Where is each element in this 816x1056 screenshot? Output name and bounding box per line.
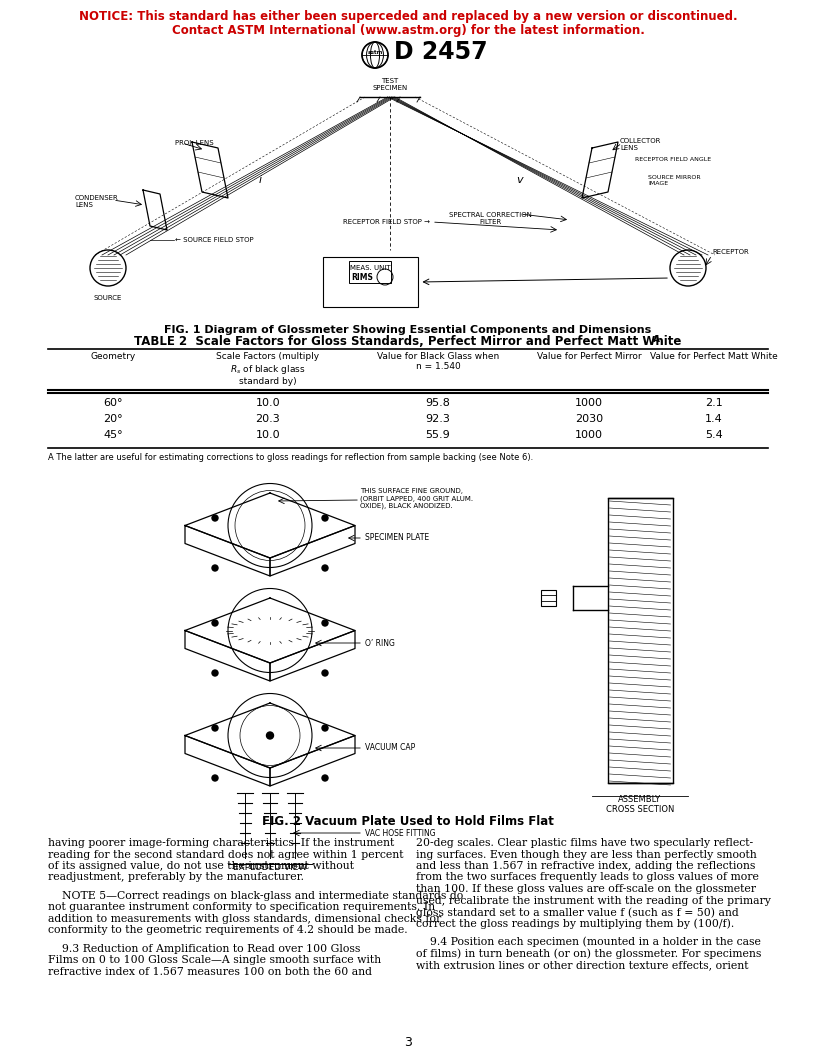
Text: 9.3 Reduction of Amplification to Read over 100 Gloss: 9.3 Reduction of Amplification to Read o…	[48, 944, 361, 954]
Bar	[607, 498, 672, 782]
Text: RIMS: RIMS	[351, 272, 373, 282]
Text: COLLECTOR
LENS: COLLECTOR LENS	[620, 138, 662, 151]
Circle shape	[212, 725, 218, 731]
Text: 20-deg scales. Clear plastic films have two specularly reflect-: 20-deg scales. Clear plastic films have …	[416, 838, 753, 848]
Text: readjustment, preferably by the manufacturer.: readjustment, preferably by the manufact…	[48, 872, 304, 883]
Circle shape	[212, 620, 218, 626]
Text: Films on 0 to 100 Gloss Scale—A single smooth surface with: Films on 0 to 100 Gloss Scale—A single s…	[48, 956, 381, 965]
Text: 1000: 1000	[575, 430, 603, 440]
Text: conformity to the geometric requirements of 4.2 should be made.: conformity to the geometric requirements…	[48, 925, 408, 936]
Text: having poorer image-forming characteristics. If the instrument: having poorer image-forming characterist…	[48, 838, 394, 848]
Text: 2030: 2030	[575, 414, 603, 425]
Text: 60°: 60°	[104, 398, 122, 408]
Text: THIS SURFACE FINE GROUND,
(ORBIT LAPPED, 400 GRIT ALUM.
OXIDE), BLACK ANODIZED.: THIS SURFACE FINE GROUND, (ORBIT LAPPED,…	[360, 488, 473, 509]
Text: than 100. If these gloss values are off-scale on the glossmeter: than 100. If these gloss values are off-…	[416, 884, 756, 894]
Text: A: A	[653, 335, 660, 344]
Text: RECEPTOR FIELD ANGLE: RECEPTOR FIELD ANGLE	[635, 157, 711, 162]
Text: EXPLODED VIEW: EXPLODED VIEW	[233, 863, 307, 872]
Text: VACUUM CAP: VACUUM CAP	[365, 743, 415, 753]
Text: Contact ASTM International (www.astm.org) for the latest information.: Contact ASTM International (www.astm.org…	[171, 24, 645, 37]
Text: 20°: 20°	[103, 414, 123, 425]
Text: SOURCE MIRROR
IMAGE: SOURCE MIRROR IMAGE	[648, 175, 701, 186]
Text: i: i	[259, 175, 262, 185]
Text: of films) in turn beneath (or on) the glossmeter. For specimens: of films) in turn beneath (or on) the gl…	[416, 948, 761, 959]
Text: not guarantee instrument conformity to specification requirements. In: not guarantee instrument conformity to s…	[48, 903, 435, 912]
Text: FIG. 2 Vacuum Plate Used to Hold Films Flat: FIG. 2 Vacuum Plate Used to Hold Films F…	[262, 815, 554, 828]
Text: O’ RING: O’ RING	[365, 639, 395, 647]
Text: 45°: 45°	[103, 430, 123, 440]
Text: with extrusion lines or other direction texture effects, orient: with extrusion lines or other direction …	[416, 960, 748, 969]
Text: FIG. 1 Diagram of Glossmeter Showing Essential Components and Dimensions: FIG. 1 Diagram of Glossmeter Showing Ess…	[164, 325, 652, 335]
Bar	[349, 261, 391, 283]
Text: 20.3: 20.3	[255, 414, 281, 425]
Text: 1.4: 1.4	[705, 414, 723, 425]
Text: gloss standard set to a smaller value f (such as f = 50) and: gloss standard set to a smaller value f …	[416, 907, 738, 918]
Text: used, recalibrate the instrument with the reading of the primary: used, recalibrate the instrument with th…	[416, 895, 771, 905]
Text: PROJ. LENS: PROJ. LENS	[175, 140, 214, 146]
Text: Value for Perfect Mirror: Value for Perfect Mirror	[537, 352, 641, 361]
Text: 3: 3	[404, 1036, 412, 1049]
Bar	[540, 589, 556, 606]
Text: v: v	[517, 175, 523, 185]
Text: Scale Factors (multiply
$R_s$ of black glass
standard by): Scale Factors (multiply $R_s$ of black g…	[216, 352, 320, 386]
Text: SPECIMEN PLATE: SPECIMEN PLATE	[365, 533, 429, 543]
Text: 55.9: 55.9	[426, 430, 450, 440]
Text: SPECTRAL CORRECTION
FILTER: SPECTRAL CORRECTION FILTER	[449, 212, 531, 225]
Text: TABLE 2  Scale Factors for Gloss Standards, Perfect Mirror and Perfect Matt Whit: TABLE 2 Scale Factors for Gloss Standard…	[135, 335, 681, 348]
Text: Value for Black Glass when
n = 1.540: Value for Black Glass when n = 1.540	[377, 352, 499, 372]
Text: A The latter are useful for estimating corrections to gloss readings for reflect: A The latter are useful for estimating c…	[48, 453, 533, 463]
Text: and less than 1.567 in refractive index, adding the reflections: and less than 1.567 in refractive index,…	[416, 861, 756, 871]
Circle shape	[322, 620, 328, 626]
Circle shape	[322, 565, 328, 571]
Text: ASSEMBLY
CROSS SECTION: ASSEMBLY CROSS SECTION	[605, 795, 674, 814]
Text: NOTE 5—Correct readings on black-glass and intermediate standards do: NOTE 5—Correct readings on black-glass a…	[48, 891, 463, 901]
Text: 5.4: 5.4	[705, 430, 723, 440]
Text: 1000: 1000	[575, 398, 603, 408]
Circle shape	[212, 670, 218, 676]
Text: Geometry: Geometry	[91, 352, 135, 361]
Text: 9.4 Position each specimen (mounted in a holder in the case: 9.4 Position each specimen (mounted in a…	[416, 937, 761, 947]
Text: SOURCE: SOURCE	[94, 295, 122, 301]
Text: from the two surfaces frequently leads to gloss values of more: from the two surfaces frequently leads t…	[416, 872, 759, 883]
Text: 10.0: 10.0	[255, 430, 281, 440]
Text: 92.3: 92.3	[426, 414, 450, 425]
Text: D 2457: D 2457	[394, 40, 488, 64]
Text: 95.8: 95.8	[426, 398, 450, 408]
Circle shape	[212, 515, 218, 521]
Text: Value for Perfect Matt White: Value for Perfect Matt White	[650, 352, 778, 361]
Circle shape	[322, 670, 328, 676]
Circle shape	[322, 725, 328, 731]
Text: VAC HOSE FITTING: VAC HOSE FITTING	[365, 829, 436, 837]
Circle shape	[322, 775, 328, 781]
Circle shape	[212, 565, 218, 571]
Text: 2.1: 2.1	[705, 398, 723, 408]
Text: reading for the second standard does not agree within 1 percent: reading for the second standard does not…	[48, 849, 403, 860]
Text: CONDENSER
LENS: CONDENSER LENS	[75, 195, 119, 208]
Text: correct the gloss readings by multiplying them by (100/f).: correct the gloss readings by multiplyin…	[416, 919, 734, 929]
Text: NOTICE: This standard has either been superceded and replaced by a new version o: NOTICE: This standard has either been su…	[78, 10, 738, 23]
Text: TEST
SPECIMEN: TEST SPECIMEN	[372, 78, 408, 91]
Text: of its assigned value, do not use the instrument without: of its assigned value, do not use the in…	[48, 861, 354, 871]
Text: RECEPTOR: RECEPTOR	[712, 249, 749, 254]
Text: refractive index of 1.567 measures 100 on both the 60 and: refractive index of 1.567 measures 100 o…	[48, 967, 372, 977]
Text: addition to measurements with gloss standards, dimensional checks for: addition to measurements with gloss stan…	[48, 913, 441, 924]
Circle shape	[322, 515, 328, 521]
Text: astm: astm	[367, 50, 383, 55]
Text: 10.0: 10.0	[255, 398, 281, 408]
Text: RECEPTOR FIELD STOP →: RECEPTOR FIELD STOP →	[343, 219, 430, 225]
Text: MEAS. UNIT: MEAS. UNIT	[350, 265, 390, 271]
Text: ← SOURCE FIELD STOP: ← SOURCE FIELD STOP	[175, 237, 254, 243]
Circle shape	[267, 732, 273, 739]
Bar	[322, 257, 418, 307]
Text: ing surfaces. Even though they are less than perfectly smooth: ing surfaces. Even though they are less …	[416, 849, 756, 860]
Circle shape	[212, 775, 218, 781]
